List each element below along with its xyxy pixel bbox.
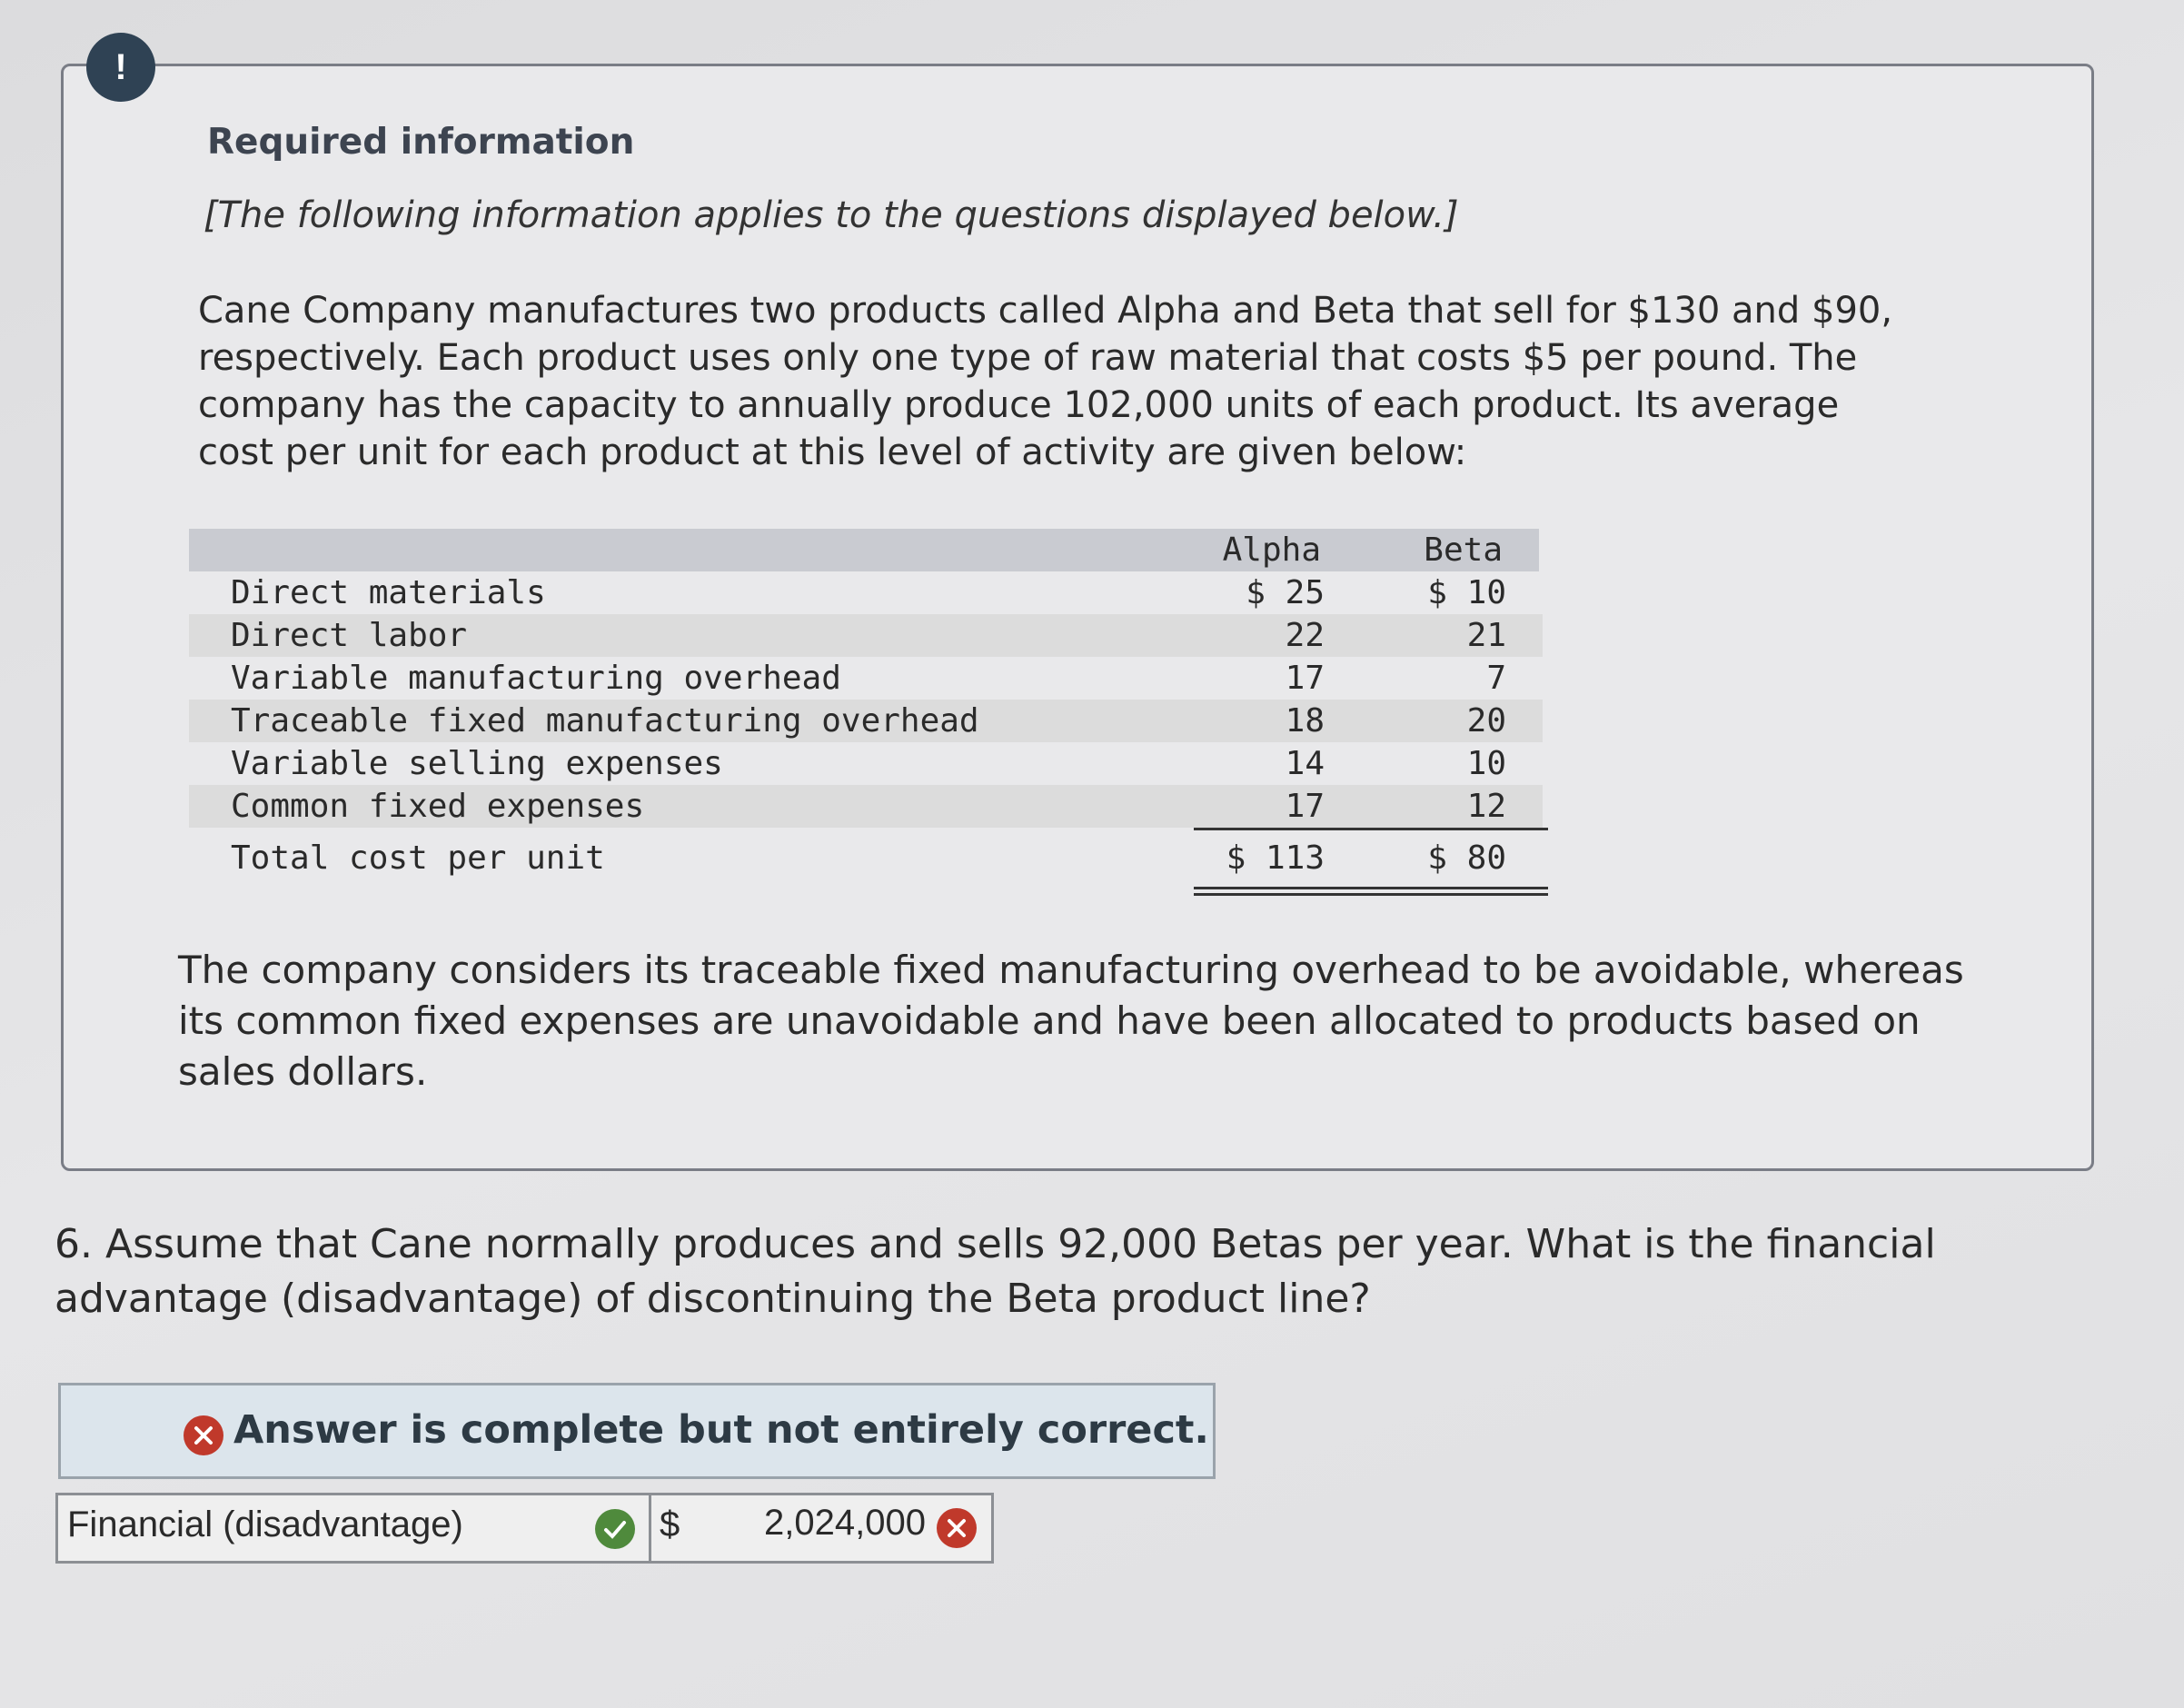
- column-header: Beta: [1424, 531, 1503, 569]
- answer-input[interactable]: 2,024,000: [764, 1503, 926, 1543]
- currency-symbol: $: [660, 1504, 680, 1544]
- cell: 18: [1285, 702, 1325, 740]
- row-label: Traceable fixed manufacturing overhead: [231, 702, 979, 740]
- cell: 17: [1285, 788, 1325, 825]
- table-row: Variable selling expenses 14 10: [189, 742, 1543, 785]
- row-label: Total cost per unit: [231, 839, 605, 877]
- cell: 14: [1285, 745, 1325, 782]
- cell: 21: [1466, 617, 1506, 654]
- cell: 17: [1285, 660, 1325, 697]
- answer-banner: Answer is complete but not entirely corr…: [58, 1383, 1216, 1479]
- alert-icon: !: [86, 33, 155, 102]
- row-label: Variable manufacturing overhead: [231, 660, 841, 697]
- row-label: Common fixed expenses: [231, 788, 645, 825]
- table-row: Direct labor 22 21: [189, 614, 1543, 657]
- paragraph: The company considers its traceable fixe…: [178, 948, 1964, 1094]
- cell: 10: [1466, 745, 1506, 782]
- answer-label: Financial (disadvantage): [67, 1504, 463, 1544]
- table-row: Common fixed expenses 17 12: [189, 785, 1543, 828]
- rule: [1194, 828, 1548, 830]
- row-label: Direct materials: [231, 574, 546, 611]
- row-label: Variable selling expenses: [231, 745, 723, 782]
- question: 6. Assume that Cane normally produces an…: [55, 1221, 1936, 1322]
- table-row: Traceable fixed manufacturing overhead 18…: [189, 700, 1543, 742]
- column-header: Alpha: [1222, 531, 1321, 569]
- table-row: Variable manufacturing overhead 17 7: [189, 657, 1543, 700]
- cell: $ 25: [1246, 574, 1325, 611]
- cost-table: Alpha Beta Direct materials $ 25 $ 10 Direct …: [189, 529, 1548, 896]
- row-label: Direct labor: [231, 617, 468, 654]
- cell: $ 80: [1427, 839, 1506, 877]
- cell: 22: [1285, 617, 1325, 654]
- wrong-icon: [937, 1508, 977, 1548]
- header-row: Alpha Beta: [189, 529, 1539, 571]
- divider: [649, 1495, 651, 1561]
- cell: $ 10: [1427, 574, 1506, 611]
- total-row: Total cost per unit $ 113 $ 80: [189, 830, 1543, 887]
- table-row: Direct materials $ 25 $ 10: [189, 571, 1543, 614]
- answer-row: Financial (disadvantage) $ 2,024,000: [55, 1493, 994, 1564]
- note: [The following information applies to th…: [204, 194, 1459, 236]
- cell: 7: [1486, 660, 1506, 697]
- cell: 12: [1466, 788, 1506, 825]
- paragraph: Cane Company manufactures two products c…: [198, 290, 1893, 473]
- banner-text: Answer is complete but not entirely corr…: [233, 1407, 1209, 1453]
- cell: $ 113: [1226, 839, 1325, 877]
- cell: 20: [1466, 702, 1506, 740]
- correct-icon: [595, 1509, 635, 1549]
- heading: Required information: [207, 122, 635, 163]
- wrong-icon: [184, 1415, 223, 1455]
- double-rule: [1194, 887, 1548, 896]
